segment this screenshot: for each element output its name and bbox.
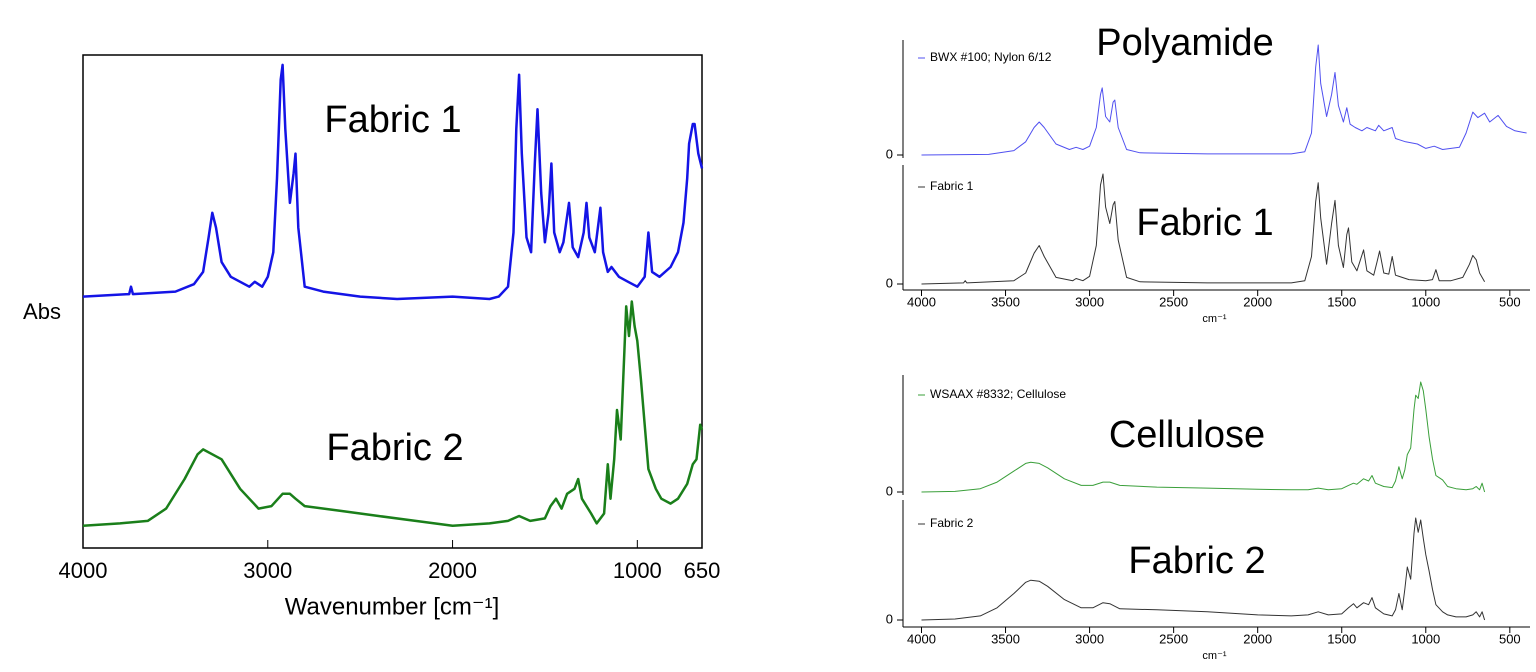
spectrum-line xyxy=(921,173,1486,285)
x-tick-label: 4000 xyxy=(59,558,108,583)
y-tick-label: 0 xyxy=(886,275,893,290)
y-tick-label: 0 xyxy=(886,146,893,161)
legend-label: Fabric 1 xyxy=(930,179,974,193)
x-tick-label: 2000 xyxy=(1243,294,1272,309)
x-tick-label: 2000 xyxy=(1243,631,1272,646)
y-tick-label: 0 xyxy=(886,483,893,498)
x-tick-label: 1000 xyxy=(613,558,662,583)
spectrum-line xyxy=(921,44,1527,156)
x-axis-label: Wavenumber [cm⁻¹] xyxy=(285,593,500,620)
spectrum-line xyxy=(82,300,704,528)
plot-frame xyxy=(82,54,703,549)
spectrum-line xyxy=(921,517,1486,621)
y-tick-label: 0 xyxy=(886,611,893,626)
x-tick-label: 3000 xyxy=(1075,631,1104,646)
x-tick-label: 3000 xyxy=(243,558,292,583)
x-tick-label: 3500 xyxy=(991,631,1020,646)
panel-annotation: Polyamide xyxy=(1096,22,1273,64)
legend-label: Fabric 2 xyxy=(930,516,974,530)
x-axis-label: cm⁻¹ xyxy=(1202,313,1226,325)
x-tick-label: 1500 xyxy=(1327,294,1356,309)
panel-annotation: Fabric 1 xyxy=(1136,202,1273,244)
x-tick-label: 2500 xyxy=(1159,631,1188,646)
x-axis-label: cm⁻¹ xyxy=(1202,650,1226,662)
x-tick-label: 1500 xyxy=(1327,631,1356,646)
x-tick-label: 3000 xyxy=(1075,294,1104,309)
x-tick-label: 500 xyxy=(1499,631,1521,646)
x-tick-label: 4000 xyxy=(907,294,936,309)
x-tick-label: 2500 xyxy=(1159,294,1188,309)
x-tick-label: 1000 xyxy=(1411,631,1440,646)
spectrum-line xyxy=(82,63,704,301)
x-tick-label: 500 xyxy=(1499,294,1521,309)
legend-label: WSAAX #8332; Cellulose xyxy=(930,387,1066,401)
panel-annotation: Cellulose xyxy=(1109,414,1265,456)
legend-label: BWX #100; Nylon 6/12 xyxy=(930,50,1052,64)
series-annotation: Fabric 2 xyxy=(326,427,463,469)
series-annotation: Fabric 1 xyxy=(324,99,461,141)
panel-annotation: Fabric 2 xyxy=(1128,540,1265,582)
y-axis-label: Abs xyxy=(23,299,61,324)
x-tick-label: 650 xyxy=(684,558,721,583)
x-tick-label: 3500 xyxy=(991,294,1020,309)
x-tick-label: 1000 xyxy=(1411,294,1440,309)
spectrum-line xyxy=(921,381,1486,493)
x-tick-label: 4000 xyxy=(907,631,936,646)
x-tick-label: 2000 xyxy=(428,558,477,583)
